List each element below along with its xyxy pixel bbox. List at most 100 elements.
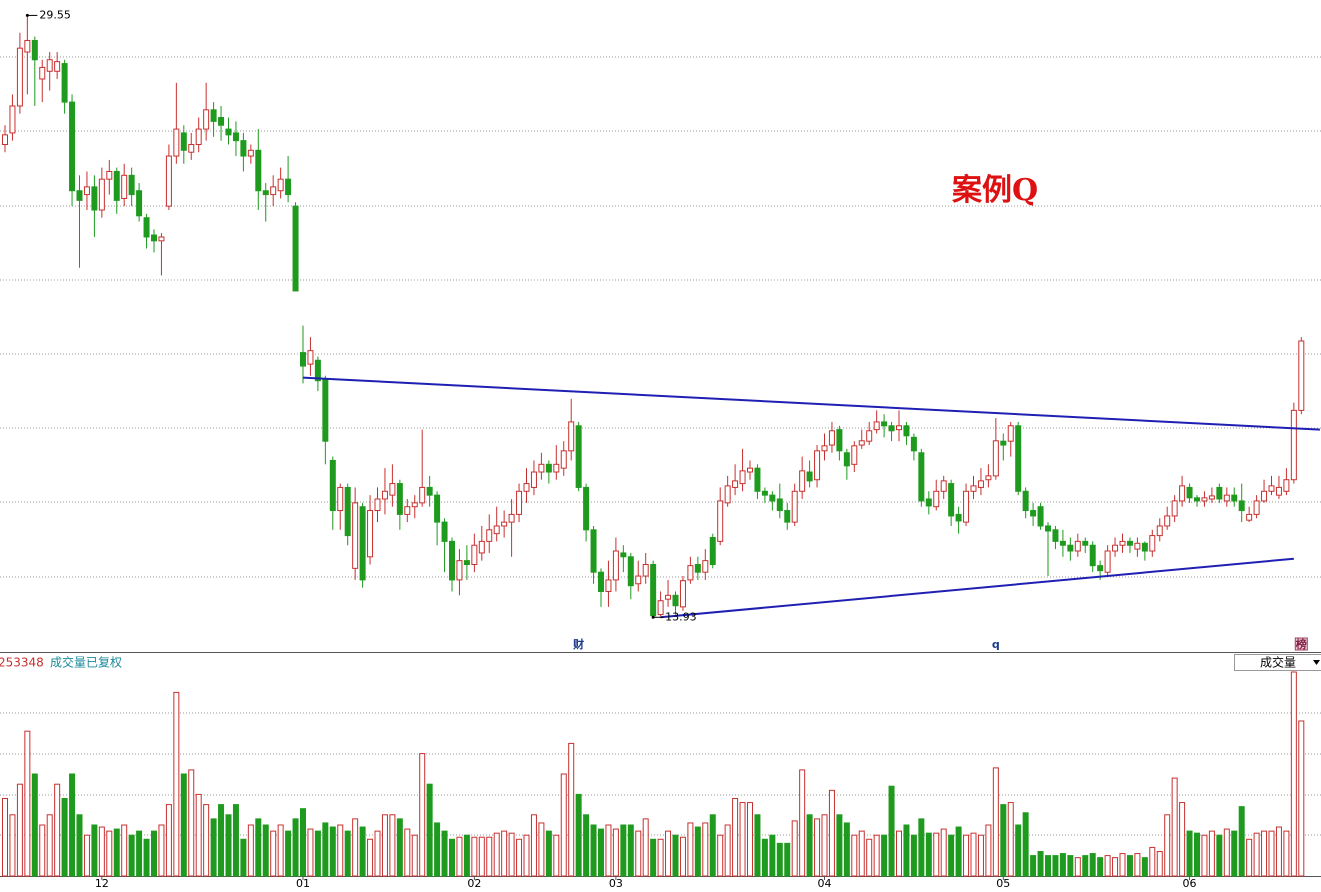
- volume-bar: [195, 793, 202, 877]
- candle-body: [2, 134, 8, 145]
- candle-body: [426, 486, 433, 496]
- candle-body: [307, 350, 314, 365]
- candle-body: [1194, 497, 1200, 502]
- candle-body: [247, 149, 254, 157]
- volume-bar: [1112, 857, 1119, 877]
- volume-bar: [1223, 828, 1230, 877]
- volume-bar: [1074, 857, 1081, 877]
- x-tick-label: 06: [1183, 877, 1197, 890]
- candle-body: [575, 425, 582, 488]
- candle-body: [843, 452, 850, 467]
- candle-body: [642, 563, 649, 577]
- volume-bar: [1298, 720, 1305, 877]
- candle-body: [136, 190, 143, 217]
- volume-bar: [851, 834, 858, 877]
- candle-body: [761, 490, 768, 496]
- volume-bar: [98, 826, 105, 877]
- volume-bar: [560, 773, 567, 877]
- volume-bar: [1216, 834, 1223, 877]
- candle-body: [739, 470, 746, 485]
- candle-body: [374, 498, 381, 512]
- x-tick-label: 12: [95, 877, 109, 890]
- candle-body: [9, 105, 16, 134]
- candle-body: [463, 560, 470, 565]
- candle-body: [359, 506, 366, 581]
- candle-body: [724, 485, 731, 504]
- volume-bar: [948, 834, 955, 877]
- volume-bar: [903, 824, 910, 877]
- candle-body: [31, 39, 38, 61]
- volume-bar: [128, 834, 135, 877]
- candle-body: [300, 352, 306, 367]
- volume-bar: [307, 828, 314, 877]
- volume-bar: [1104, 855, 1111, 877]
- volume-bar: [411, 834, 418, 877]
- candle-body: [1141, 542, 1148, 552]
- candle-body: [568, 421, 575, 452]
- volume-bar: [910, 834, 917, 877]
- volume-bar: [46, 814, 53, 877]
- volume-label: 成交量已复权: [50, 655, 122, 670]
- volume-bar: [977, 834, 984, 877]
- candle-body: [1126, 540, 1133, 546]
- candle-body: [672, 594, 679, 607]
- candle-body: [1268, 485, 1275, 492]
- dropdown-arrow[interactable]: [1313, 660, 1320, 665]
- volume-bar: [255, 818, 262, 877]
- candle-body: [970, 485, 977, 492]
- candle-body: [1216, 486, 1223, 500]
- volume-bar: [1164, 814, 1171, 877]
- volume-bar: [687, 822, 694, 877]
- candle-body: [16, 47, 23, 107]
- volume-bar: [814, 818, 821, 877]
- candle-body: [598, 571, 604, 592]
- volume-bar: [1067, 855, 1074, 877]
- candle-body: [262, 190, 269, 196]
- volume-bar: [925, 832, 932, 877]
- volume-bar: [761, 838, 768, 877]
- volume-bar: [143, 838, 150, 877]
- candle-body: [687, 565, 694, 581]
- indicator-select-text[interactable]: 成交量: [1260, 655, 1296, 670]
- volume-bar: [471, 836, 478, 877]
- volume-bar: [836, 814, 843, 877]
- volume-bar: [136, 830, 143, 877]
- candle-body: [732, 480, 739, 488]
- volume-bar: [776, 842, 783, 877]
- candle-body: [322, 379, 329, 442]
- event-marker: [572, 638, 585, 650]
- x-tick-label: 02: [467, 877, 481, 890]
- volume-bar: [955, 826, 962, 877]
- candle-body: [277, 178, 284, 192]
- candle-body: [240, 140, 247, 157]
- candle-body: [396, 483, 403, 515]
- volume-bar: [650, 838, 657, 877]
- candle-body: [1059, 540, 1066, 546]
- volume-bar: [1231, 830, 1238, 877]
- volume-bar: [54, 783, 61, 877]
- volume-bar: [866, 838, 873, 877]
- indicator-select[interactable]: [1234, 654, 1321, 671]
- candle-body: [83, 186, 90, 196]
- candle-body: [39, 66, 46, 80]
- candle-body: [806, 471, 813, 482]
- candle-body: [441, 521, 448, 542]
- volume-bar: [39, 824, 46, 877]
- volume-bar: [404, 828, 411, 877]
- price-grid: [0, 56, 1321, 578]
- candle-body: [486, 529, 493, 542]
- candle-body: [747, 467, 753, 473]
- candle-body: [232, 132, 239, 142]
- candle-body: [523, 483, 530, 492]
- candle-body: [188, 143, 195, 153]
- candle-body: [799, 470, 806, 492]
- volume-bar: [389, 814, 396, 877]
- candle-body: [381, 490, 388, 500]
- candle-body: [1067, 544, 1074, 552]
- candle-body: [963, 490, 970, 523]
- event-marker: [1294, 637, 1308, 651]
- volume-bar: [1253, 832, 1260, 877]
- candle-body: [1052, 529, 1059, 542]
- annotation-label: 29.55: [39, 8, 71, 21]
- volume-bar: [784, 842, 791, 877]
